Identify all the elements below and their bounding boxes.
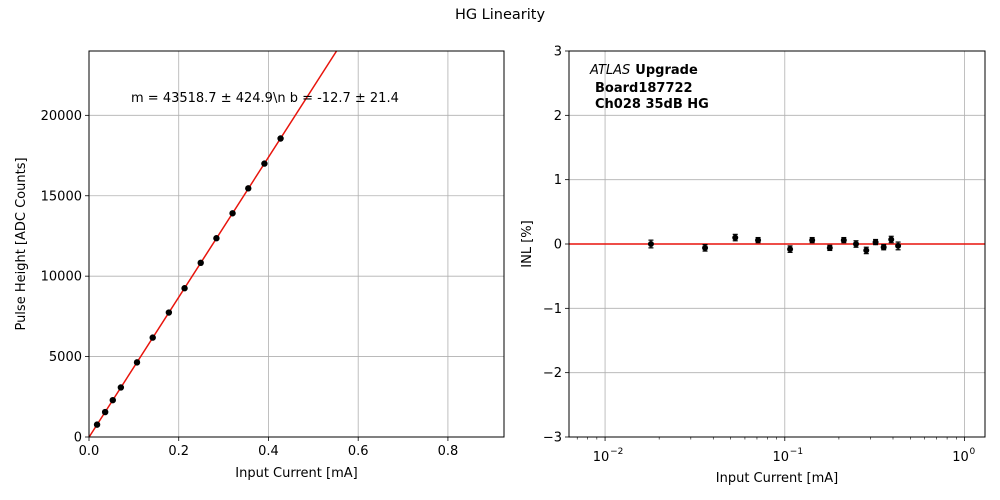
data-point <box>277 135 284 142</box>
inl-point <box>702 244 709 251</box>
left-y-tick-label: 15000 <box>41 189 82 204</box>
right-y-tick-label: 0 <box>554 238 562 253</box>
right-y-tick-label: −1 <box>543 302 562 317</box>
right-y-axis-label: INL [%] <box>520 220 535 267</box>
inl-point <box>880 244 887 251</box>
right-y-ticks: −3 −2 −1 0 1 2 3 <box>543 45 569 446</box>
right-x-tick-label: 10 <box>952 450 969 465</box>
data-point <box>117 384 125 391</box>
fit-line <box>88 50 338 438</box>
inl-point <box>809 237 816 244</box>
right-x-tick-label: 10 <box>773 450 790 465</box>
inl-point <box>647 241 654 247</box>
right-y-tick-label: 3 <box>554 45 562 60</box>
figure-title: HG Linearity <box>454 7 546 23</box>
right-y-tick-label: 1 <box>554 173 562 188</box>
data-point <box>149 334 156 341</box>
left-grid <box>88 51 504 438</box>
right-y-tick-label: −3 <box>543 431 562 446</box>
right-y-tick-label: −2 <box>543 366 562 381</box>
right-x-ticks: 10 −2 10 −1 10 0 <box>576 437 976 465</box>
inl-point <box>895 242 902 249</box>
inl-point <box>840 237 847 244</box>
data-point <box>261 160 268 167</box>
left-x-tick-label: 0.6 <box>348 444 369 459</box>
right-x-tick-label: 10 <box>593 450 610 465</box>
left-x-tick-label: 0.2 <box>168 444 189 459</box>
left-x-tick-label: 0.4 <box>258 444 279 459</box>
left-y-tick-label: 20000 <box>41 109 82 124</box>
inl-point <box>732 234 739 241</box>
atlas-label-bold: Upgrade <box>635 63 698 78</box>
right-x-tick-exponent: −2 <box>610 447 623 457</box>
left-y-tick-label: 5000 <box>49 350 82 365</box>
left-axes-frame <box>88 50 505 438</box>
inl-point <box>872 239 879 246</box>
inl-point <box>863 247 870 254</box>
data-point <box>197 259 204 267</box>
data-point <box>133 359 141 366</box>
fit-annotation: m = 43518.7 ± 424.9\n b = -12.7 ± 21.4 <box>131 91 399 106</box>
atlas-label: ATLAS Upgrade <box>589 63 698 78</box>
left-x-ticks: 0.0 0.2 0.4 0.6 0.8 <box>79 437 459 459</box>
left-y-tick-label: 0 <box>74 431 82 446</box>
data-point <box>109 396 116 404</box>
atlas-label-italic: ATLAS <box>589 63 630 78</box>
inl-point <box>853 241 860 247</box>
data-point <box>213 235 220 242</box>
left-y-axis-label: Pulse Height [ADC Counts] <box>14 157 29 330</box>
channel-label: Ch028 35dB HG <box>595 97 709 112</box>
data-point <box>165 309 173 316</box>
data-point <box>93 421 101 428</box>
right-y-tick-label: 2 <box>554 109 562 124</box>
left-y-tick-label: 10000 <box>41 270 82 285</box>
data-point <box>101 408 109 416</box>
left-x-tick-label: 0.8 <box>438 444 459 459</box>
right-x-tick-exponent: 0 <box>970 447 976 457</box>
right-x-axis-label: Input Current [mA] <box>716 471 838 486</box>
inl-point <box>787 246 794 253</box>
inl-point <box>826 244 833 251</box>
board-label: Board187722 <box>595 81 693 96</box>
inl-point <box>888 236 895 243</box>
left-x-tick-label: 0.0 <box>79 444 100 459</box>
data-point <box>181 285 188 292</box>
right-data-points <box>647 233 902 255</box>
linearity-panel: 0.0 0.2 0.4 0.6 0.8 0 5000 10000 15000 20000 Inp… <box>14 50 505 481</box>
left-y-ticks: 0 5000 10000 15000 20000 <box>41 109 89 446</box>
data-point <box>245 185 252 192</box>
data-point <box>229 210 236 217</box>
inl-point <box>755 237 762 244</box>
left-x-axis-label: Input Current [mA] <box>235 466 357 481</box>
right-x-tick-exponent: −1 <box>790 447 803 457</box>
left-data-points <box>93 135 284 428</box>
